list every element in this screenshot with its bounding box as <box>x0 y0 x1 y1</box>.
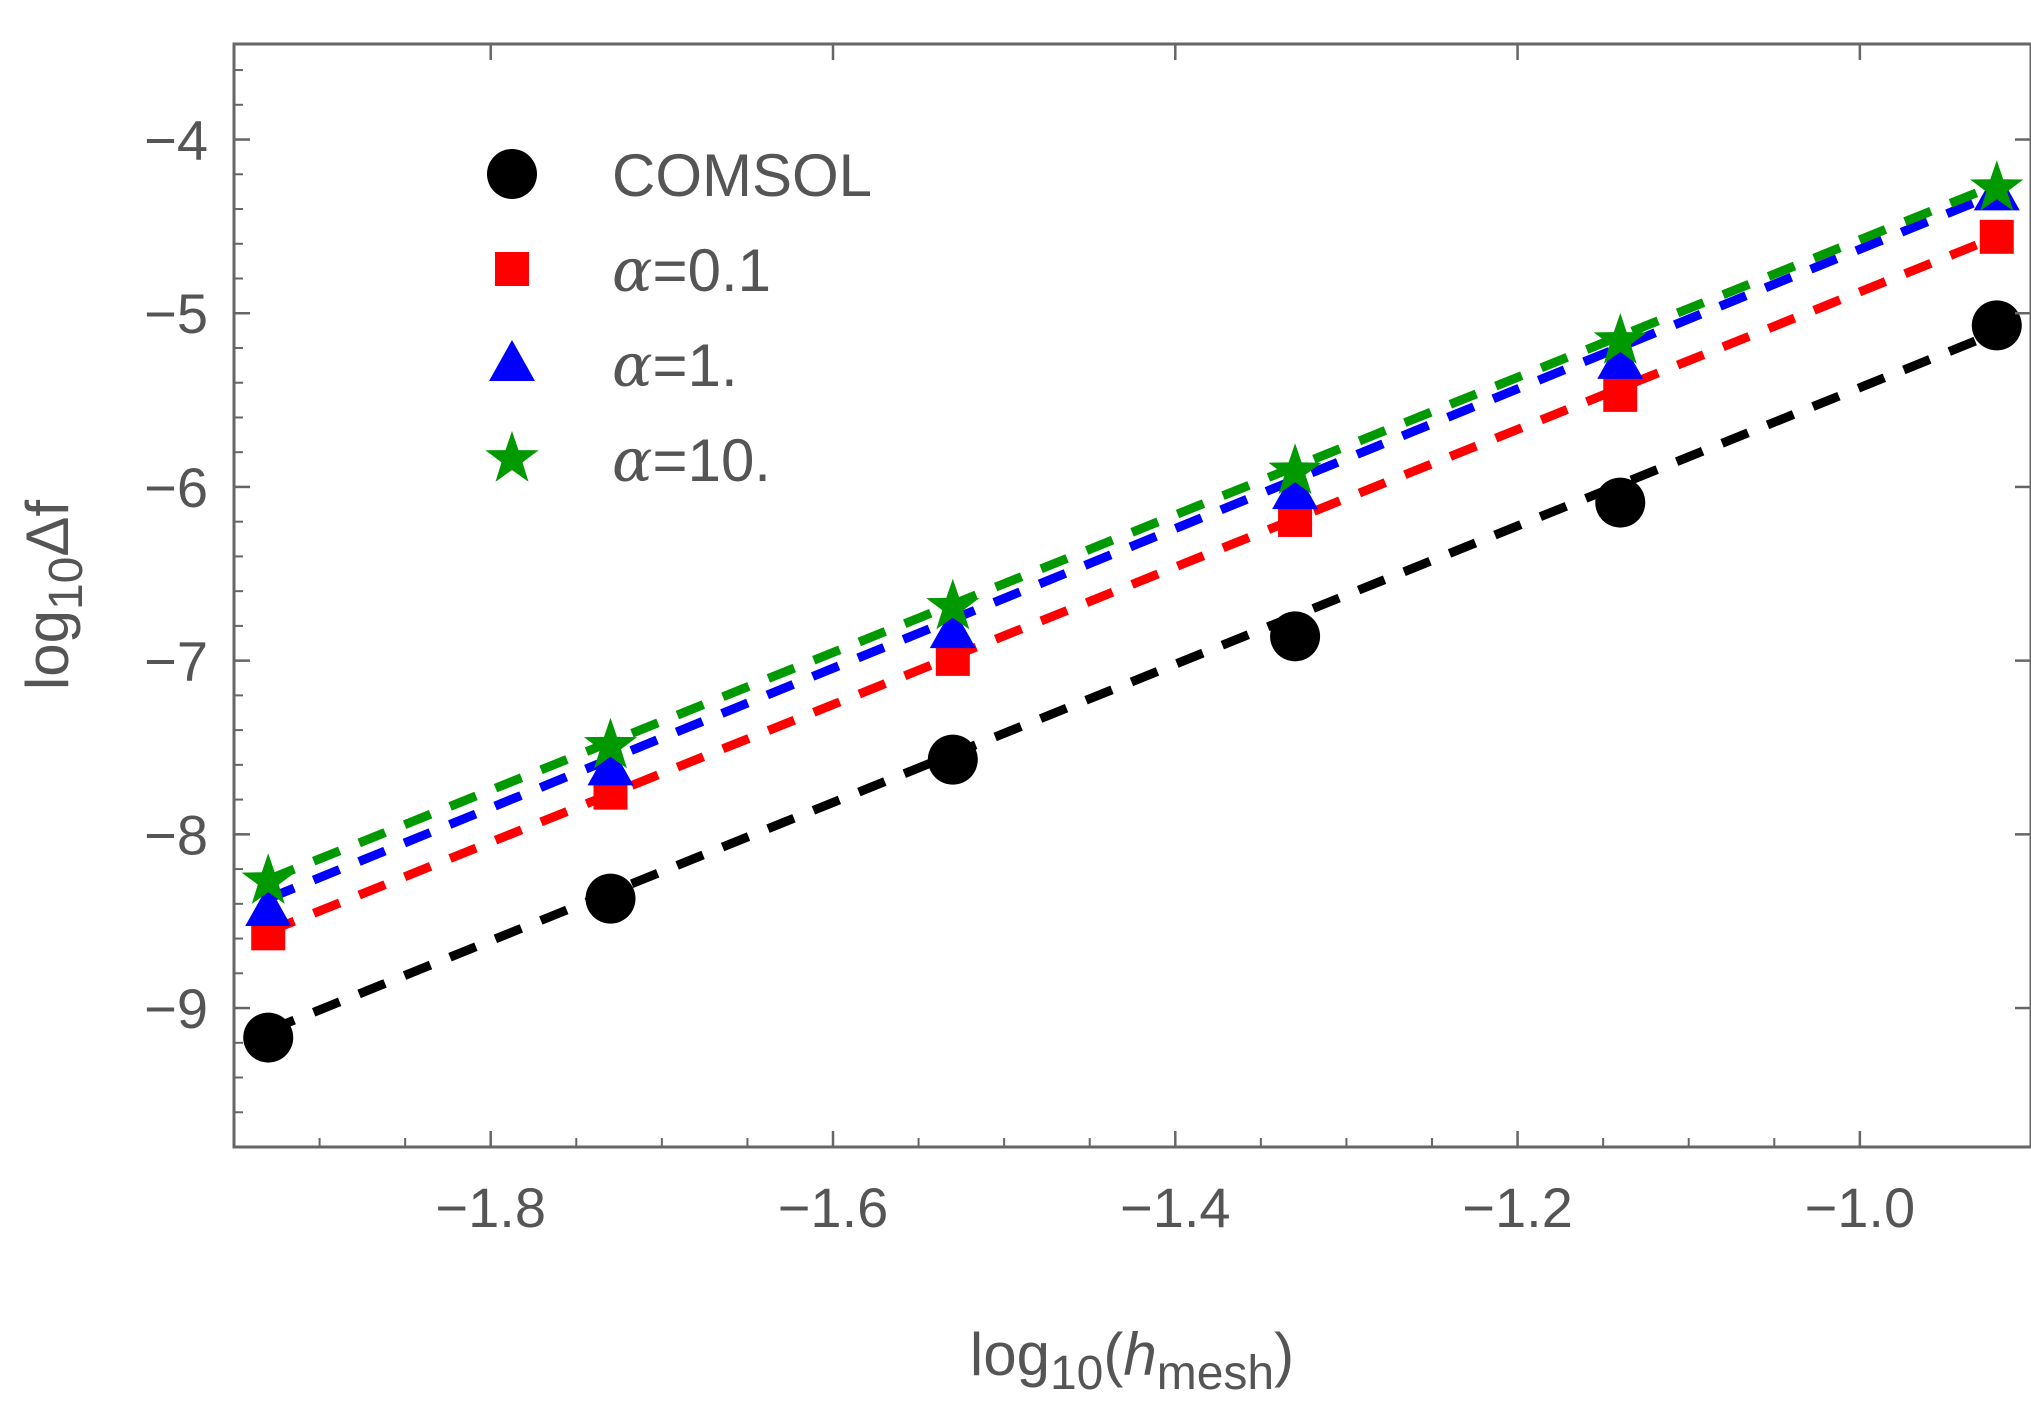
data-point-alpha=10. <box>241 853 295 904</box>
legend-label-alpha=0.1: α=0.1 <box>612 236 771 306</box>
y-tick-label: −8 <box>144 803 208 866</box>
data-point-alpha=1. <box>1597 337 1644 379</box>
data-point-COMSOL <box>1971 300 2022 351</box>
data-point-alpha=1. <box>587 744 634 786</box>
legend-greek: α <box>612 331 653 401</box>
x-axis-title: log10(hmesh) <box>970 1321 1294 1400</box>
y-tick-label: −9 <box>144 977 208 1040</box>
data-point-COMSOL <box>1595 477 1646 528</box>
data-markers <box>241 160 2024 1063</box>
y-tick-label: −6 <box>144 456 208 519</box>
plot-frame <box>232 42 2031 1149</box>
legend-greek: α <box>612 426 653 496</box>
data-point-alpha=1. <box>245 885 292 927</box>
x-tick-label: −1.8 <box>435 1176 546 1239</box>
fit-line-alpha=1. <box>266 189 1999 903</box>
legend-text: =1. <box>653 332 738 399</box>
data-point-COMSOL <box>927 734 978 785</box>
legend-greek: α <box>612 236 653 306</box>
legend-marker-alpha=10. <box>485 431 539 482</box>
data-point-alpha=10. <box>1970 160 2024 211</box>
data-point-alpha=10. <box>1268 443 1322 494</box>
legend-label-alpha=1.: α=1. <box>612 331 738 401</box>
data-point-alpha=10. <box>926 578 980 630</box>
data-point-alpha=10. <box>1593 313 1647 364</box>
fit-line-alpha=10. <box>266 180 1999 884</box>
data-point-alpha=0.1 <box>1603 377 1638 412</box>
fit-line-COMSOL <box>266 328 1999 1035</box>
axis-ticks: −1.8 −1.6 −1.4 −1.2 −1.0 −9 −8 −7 −6 −5 −4 <box>144 44 2031 1239</box>
x-tick-label: −1.6 <box>778 1176 889 1239</box>
legend-label-alpha=10.: α=10. <box>612 426 771 496</box>
legend-marker-alpha=1. <box>489 340 535 381</box>
legend-text: =0.1 <box>653 237 771 304</box>
data-point-alpha=0.1 <box>1979 219 2014 254</box>
data-point-alpha=1. <box>1272 468 1319 510</box>
data-point-alpha=10. <box>583 717 638 769</box>
legend-label-COMSOL: COMSOL <box>612 142 872 209</box>
data-point-alpha=1. <box>929 607 976 649</box>
x-tick-label: −1.0 <box>1805 1176 1916 1239</box>
legend-marker-COMSOL <box>487 149 537 199</box>
data-point-COMSOL <box>1270 611 1321 662</box>
x-tick-label: −1.4 <box>1120 1176 1231 1239</box>
x-tick-label: −1.2 <box>1462 1176 1573 1239</box>
y-tick-label: −4 <box>144 109 208 172</box>
legend-text: COMSOL <box>612 142 872 209</box>
y-tick-label: −7 <box>144 630 208 693</box>
y-tick-label: −5 <box>144 282 208 345</box>
fit-line-alpha=0.1 <box>266 232 1999 936</box>
data-point-COMSOL <box>585 873 636 924</box>
legend-text: =10. <box>653 427 771 494</box>
fit-lines <box>266 180 1999 1035</box>
data-point-COMSOL <box>243 1012 294 1063</box>
legend-marker-alpha=0.1 <box>495 252 529 286</box>
y-axis-title: log10Δf <box>14 500 93 691</box>
